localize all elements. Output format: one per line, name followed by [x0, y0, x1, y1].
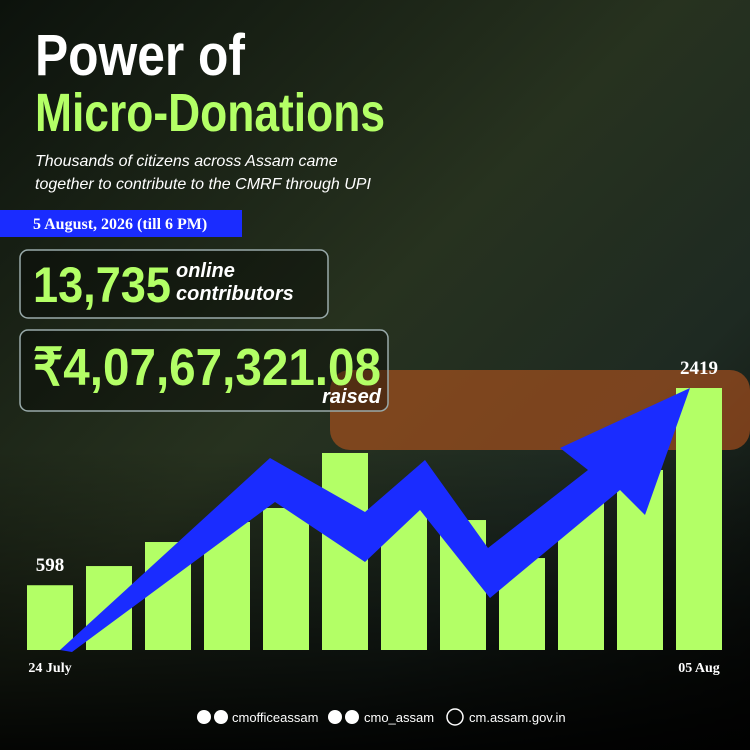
growth-arrow — [60, 388, 690, 652]
instagram-icon — [328, 710, 342, 724]
contributors-label: online — [176, 260, 235, 282]
x-icon — [197, 710, 211, 724]
footer-handle: cmofficeassam — [232, 710, 318, 725]
bar — [27, 585, 73, 650]
x-tick-label: 05 Aug — [678, 661, 720, 676]
footer-handle: cmo_assam — [364, 710, 434, 725]
date-banner — [0, 210, 242, 237]
footer: cmofficeassam cmo_assam cm.assam.gov.in — [197, 708, 566, 726]
bar — [676, 388, 722, 650]
date-text: 5 August, 2026 (till 6 PM) — [33, 216, 207, 233]
contributors-value: 13,735 — [33, 257, 171, 313]
footer-website: cm.assam.gov.in — [469, 710, 566, 725]
x-tick-label: 24 July — [28, 661, 71, 676]
contributors-label: contributors — [176, 283, 294, 305]
bar — [263, 508, 309, 650]
subtitle: together to contribute to the CMRF throu… — [35, 176, 371, 193]
stat-box — [19, 329, 389, 412]
raised-label: raised — [322, 386, 382, 408]
youtube-icon — [345, 710, 359, 724]
raised-value: ₹4,07,67,321.08 — [33, 339, 381, 397]
stat-box — [19, 249, 329, 319]
facebook-icon — [214, 710, 228, 724]
subtitle: Thousands of citizens across Assam came — [35, 153, 338, 170]
web-icon — [446, 708, 464, 726]
data-label: 2419 — [680, 358, 718, 379]
title-line1: Power of — [35, 23, 246, 88]
data-label: 598 — [36, 555, 65, 576]
title-line2: Micro-Donations — [35, 83, 385, 143]
